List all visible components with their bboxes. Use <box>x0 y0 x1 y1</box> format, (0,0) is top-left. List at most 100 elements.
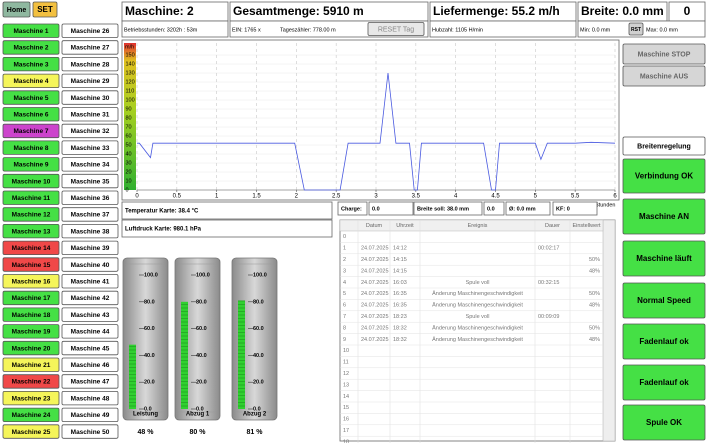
status-button[interactable]: Verbindung OK <box>622 158 706 194</box>
machine-button[interactable]: Maschine 48 <box>61 390 119 406</box>
table-header-cell: Einstellwert <box>572 223 601 229</box>
machine-button[interactable]: Maschine 32 <box>61 123 119 139</box>
machine-button-bg <box>2 40 60 55</box>
machine-button-bg <box>2 407 60 423</box>
machine-button[interactable]: Maschine 5 <box>2 90 60 105</box>
home-button[interactable]: Home <box>2 1 31 18</box>
machine-button[interactable]: Maschine 17 <box>2 290 60 306</box>
table-cell: 48% <box>589 337 600 343</box>
machine-button[interactable]: Maschine 12 <box>2 207 60 222</box>
machine-button[interactable]: Maschine 6 <box>2 107 60 122</box>
machine-button[interactable]: Maschine 45 <box>61 340 119 356</box>
machine-button[interactable]: Maschine 26 <box>61 23 119 38</box>
machine-button[interactable]: Maschine 44 <box>61 324 119 339</box>
machine-button-bg <box>61 257 119 272</box>
machine-button[interactable]: Maschine 13 <box>2 223 60 239</box>
machine-button[interactable]: Maschine 39 <box>61 240 119 256</box>
reset-button[interactable]: RESET Tag <box>367 22 425 36</box>
table-header-cell: Ereignis <box>468 223 488 229</box>
machine-button[interactable]: Maschine 20 <box>2 340 60 356</box>
machine-button[interactable]: Maschine 47 <box>61 374 119 389</box>
machine-button[interactable]: Maschine 19 <box>2 324 60 339</box>
table-cell: 9 <box>343 337 346 343</box>
machine-button[interactable]: Maschine 4 <box>2 73 60 88</box>
status-button-bg <box>622 136 706 156</box>
machine-button[interactable]: Maschine 28 <box>61 57 119 72</box>
machine-button[interactable]: Maschine 31 <box>61 107 119 122</box>
header-subbox <box>429 20 577 38</box>
machine-button[interactable]: Maschine 37 <box>61 207 119 222</box>
machine-button[interactable]: Maschine 21 <box>2 357 60 372</box>
status-button[interactable]: Maschine AN <box>622 198 706 235</box>
rst-button[interactable]: RST <box>628 22 644 36</box>
table-cell: 18:23 <box>393 314 407 320</box>
min-value: Min: 0.0 mm <box>580 27 611 33</box>
status-button-label: Maschine STOP <box>638 51 691 58</box>
machine-button[interactable]: Maschine 8 <box>2 140 60 155</box>
machine-button-label: Maschine 13 <box>12 228 51 235</box>
machine-button[interactable]: Maschine 22 <box>2 374 60 389</box>
machine-button-label: Maschine 14 <box>12 245 51 252</box>
status-button[interactable]: Maschine AUS <box>622 65 706 87</box>
machine-button[interactable]: Maschine 46 <box>61 357 119 372</box>
table-cell: 14 <box>343 394 349 400</box>
machine-button-label: Maschine 27 <box>71 45 110 52</box>
machine-button[interactable]: Maschine 50 <box>61 424 119 439</box>
status-button[interactable]: Maschine STOP <box>622 43 706 65</box>
machine-button[interactable]: Maschine 36 <box>61 190 119 205</box>
machine-button[interactable]: Maschine 24 <box>2 407 60 423</box>
machine-button[interactable]: Maschine 23 <box>2 390 60 406</box>
machine-button[interactable]: Maschine 41 <box>61 274 119 289</box>
machine-button-label: Maschine 28 <box>71 61 110 68</box>
machine-button-bg <box>61 374 119 389</box>
table-cell: 14:12 <box>393 246 407 252</box>
machine-button[interactable]: Maschine 30 <box>61 90 119 105</box>
gauge-tick-label: 100.0 <box>196 272 210 278</box>
machine-button[interactable]: Maschine 7 <box>2 123 60 139</box>
rst-button-label: RST <box>631 27 641 33</box>
machine-button[interactable]: Maschine 11 <box>2 190 60 205</box>
status-button[interactable]: Fadenlauf ok <box>622 323 706 360</box>
y-tick-label: 100 <box>126 97 135 103</box>
machine-button-label: Maschine 20 <box>12 345 51 352</box>
status-button[interactable]: Fadenlauf ok <box>622 364 706 401</box>
gauge-tick-label: 100.0 <box>253 272 267 278</box>
machine-button-bg <box>2 107 60 122</box>
status-button[interactable]: Maschine läuft <box>622 240 706 277</box>
machine-button[interactable]: Maschine 27 <box>61 40 119 55</box>
machine-button-label: Maschine 33 <box>71 145 110 152</box>
machine-button-bg <box>2 307 60 322</box>
machine-button[interactable]: Maschine 1 <box>2 23 60 38</box>
machine-button-label: Maschine 26 <box>71 28 110 35</box>
machine-button[interactable]: Maschine 34 <box>61 157 119 172</box>
machine-button-bg <box>2 257 60 272</box>
machine-button[interactable]: Maschine 49 <box>61 407 119 423</box>
machine-button[interactable]: Maschine 33 <box>61 140 119 155</box>
status-button-label: Maschine AUS <box>640 73 689 80</box>
status-button[interactable]: Spule OK <box>622 404 706 441</box>
machine-button[interactable]: Maschine 43 <box>61 307 119 322</box>
machine-button[interactable]: Maschine 3 <box>2 57 60 72</box>
machine-button[interactable]: Maschine 9 <box>2 157 60 172</box>
machine-button-label: Maschine 47 <box>71 379 110 386</box>
machine-button[interactable]: Maschine 25 <box>2 424 60 439</box>
set-button[interactable]: SET <box>32 1 58 18</box>
machine-button[interactable]: Maschine 29 <box>61 73 119 88</box>
gauge-tick-label: 60.0 <box>196 326 207 332</box>
machine-button[interactable]: Maschine 14 <box>2 240 60 256</box>
gauge-name: Abzug 1 <box>186 412 210 418</box>
machine-button[interactable]: Maschine 16 <box>2 274 60 289</box>
table-cell: Änderung Maschinengeschwindigkeit <box>432 336 523 343</box>
machine-button[interactable]: Maschine 40 <box>61 257 119 272</box>
machine-button[interactable]: Maschine 35 <box>61 173 119 189</box>
machine-button[interactable]: Maschine 15 <box>2 257 60 272</box>
machine-button[interactable]: Maschine 38 <box>61 223 119 239</box>
machine-button[interactable]: Maschine 42 <box>61 290 119 306</box>
status-button[interactable]: Normal Speed <box>622 282 706 319</box>
machine-button[interactable]: Maschine 18 <box>2 307 60 322</box>
y-tick-label: 10 <box>126 178 132 184</box>
gauge-tick-label: 60.0 <box>253 326 264 332</box>
machine-button[interactable]: Maschine 10 <box>2 173 60 189</box>
status-button[interactable]: Breitenregelung <box>622 136 706 156</box>
machine-button[interactable]: Maschine 2 <box>2 40 60 55</box>
